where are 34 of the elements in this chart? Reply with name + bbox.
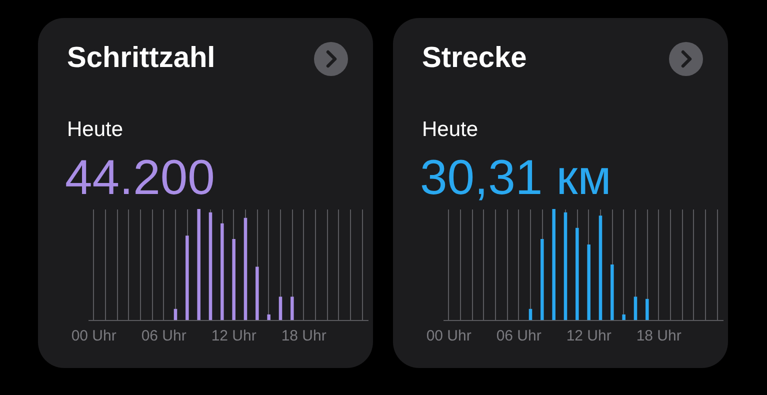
chart-title: Schrittzahl [67,42,216,75]
bar [174,308,178,320]
bar [622,314,626,320]
x-tick-label: 00 Uhr [426,328,472,344]
bar [646,298,649,320]
bar [610,264,614,320]
chart-subtitle: Heute [422,118,478,142]
bar [186,236,189,320]
bar [208,212,212,320]
chart-subtitle: Heute [67,118,124,142]
x-tick-label: 18 Uhr [281,328,326,344]
bar [598,216,602,320]
bar [587,244,590,320]
bar [634,296,638,320]
bar [232,238,236,320]
x-tick-label: 06 Uhr [496,328,542,344]
x-tick-label: 12 Uhr [566,328,612,344]
bar [290,296,294,320]
bar [244,218,248,320]
bar [256,266,259,320]
bar [278,296,282,320]
bar [267,314,270,320]
x-tick-label: 00 Uhr [71,328,116,344]
bar [220,223,224,320]
bar [576,228,579,320]
x-tick-label: 06 Uhr [141,328,186,344]
text: 44.200 [65,150,215,206]
text: 30,31 км [420,150,612,206]
x-tick-label: 18 Uhr [636,328,682,344]
bar [540,238,544,320]
bar [564,212,568,320]
chart-title: Strecke [422,42,527,75]
x-tick-label: 12 Uhr [211,328,256,344]
bar [528,308,532,320]
